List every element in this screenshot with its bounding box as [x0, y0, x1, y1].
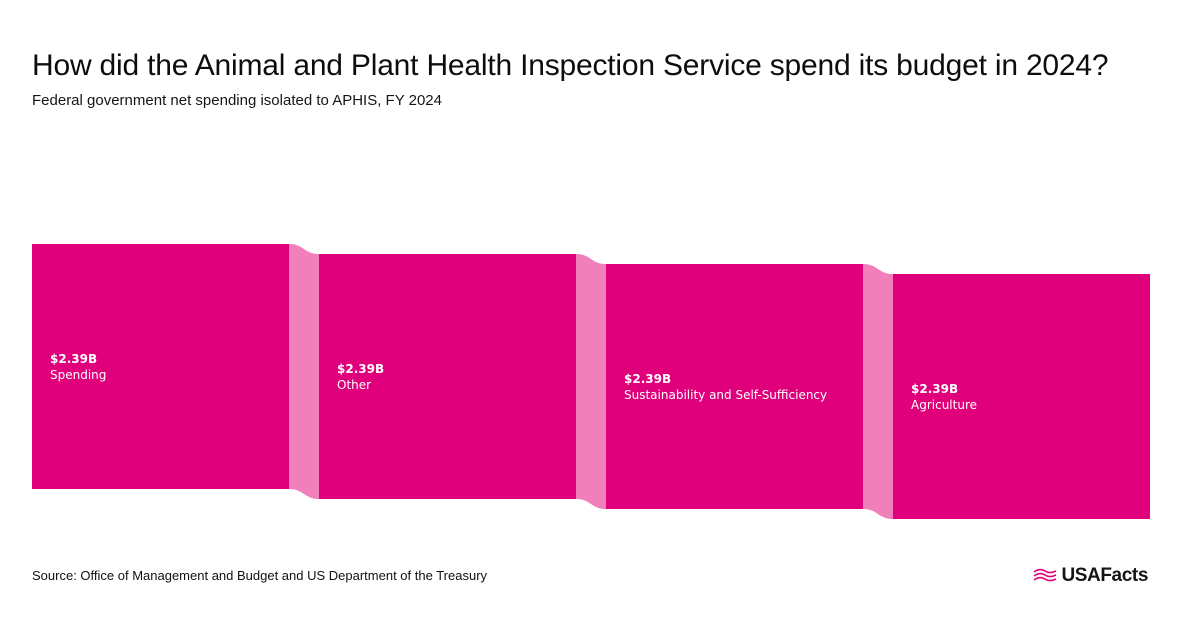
- sankey-link-sustainability-to-agriculture[interactable]: [863, 264, 893, 519]
- sankey-nodes: [32, 244, 1150, 519]
- sankey-node-other[interactable]: [319, 254, 576, 499]
- chart-title: How did the Animal and Plant Health Insp…: [32, 49, 1109, 82]
- sankey-node-value-spending: $2.39B: [50, 352, 97, 366]
- sankey-labels: $2.39B Spending $2.39B Other $2.39B Sustainab…: [50, 352, 977, 412]
- chart-subtitle: Federal government net spending isolated…: [32, 92, 442, 109]
- sankey-node-label-spending: Spending: [50, 368, 106, 382]
- sankey-link-other-to-sustainability[interactable]: [576, 254, 606, 509]
- usafacts-flag-icon: [1033, 568, 1057, 582]
- source-note: Source: Office of Management and Budget …: [32, 568, 488, 583]
- sankey-node-value-other: $2.39B: [337, 362, 384, 376]
- sankey-node-value-agriculture: $2.39B: [911, 382, 958, 396]
- sankey-node-label-sustainability: Sustainability and Self-Sufficiency: [624, 388, 827, 402]
- sankey-node-value-sustainability: $2.39B: [624, 372, 671, 386]
- sankey-node-label-agriculture: Agriculture: [911, 398, 977, 412]
- sankey-link-spending-to-other[interactable]: [289, 244, 319, 499]
- sankey-node-agriculture[interactable]: [893, 274, 1150, 519]
- sankey-links: [289, 244, 893, 519]
- sankey-node-label-other: Other: [337, 378, 371, 392]
- sankey-node-spending[interactable]: [32, 244, 289, 489]
- usafacts-logo: USAFacts: [1033, 565, 1148, 587]
- sankey-node-sustainability[interactable]: [606, 264, 863, 509]
- brand-name: USAFacts: [1061, 565, 1148, 586]
